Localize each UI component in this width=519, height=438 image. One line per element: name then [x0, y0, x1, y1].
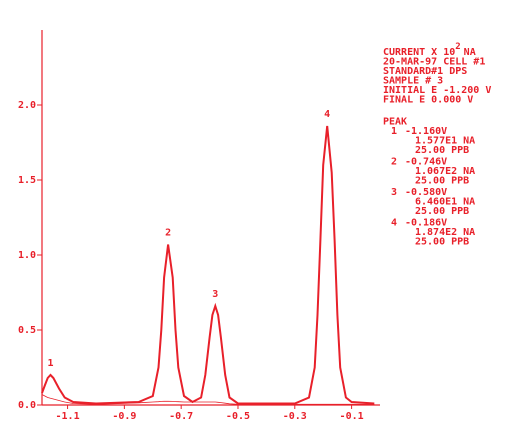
peak-potential: -1.160V — [405, 126, 447, 137]
x-tick-label: -0.5 — [226, 411, 250, 422]
y-tick-label: 1.0 — [18, 250, 36, 261]
peak-conc: 25.00 PPB — [415, 175, 469, 186]
peak-conc: 25.00 PPB — [415, 206, 469, 217]
peak-label: 2 — [165, 228, 171, 239]
peak-label: 1 — [48, 358, 54, 369]
current-unit: NA — [464, 47, 476, 58]
y-tick-label: 2.0 — [18, 100, 36, 111]
header-line: CURRENT X 102 NA — [383, 42, 476, 59]
peak-heading: PEAK — [383, 116, 407, 127]
x-tick-label: -0.3 — [283, 411, 307, 422]
x-tick-label: -1.1 — [56, 411, 80, 422]
y-tick-label: 1.5 — [18, 175, 36, 186]
peak-number: 2 — [391, 156, 397, 167]
header-line: SAMPLE # 3 — [383, 76, 443, 87]
peak-potential: -0.746V — [405, 156, 447, 167]
peak-current: 1.067E2 NA — [415, 166, 475, 177]
peak-conc: 25.00 PPB — [415, 236, 469, 247]
y-tick-label: 0.5 — [18, 325, 36, 336]
peak-potential: -0.580V — [405, 187, 447, 198]
header-line: FINAL E 0.000 V — [383, 95, 473, 106]
peak-number: 3 — [391, 187, 397, 198]
peak-number: 4 — [391, 217, 397, 228]
current-label: CURRENT X 10 — [383, 47, 455, 58]
peak-number: 1 — [391, 126, 397, 137]
peak-conc: 25.00 PPB — [415, 145, 469, 156]
header-line: 20-MAR-97 CELL #1 — [383, 57, 485, 68]
x-tick-label: -0.1 — [340, 411, 364, 422]
x-tick-label: -0.9 — [112, 411, 136, 422]
header-line: STANDARD#1 DPS — [383, 66, 467, 77]
current-exponent: 2 — [455, 42, 460, 52]
peak-current: 1.874E2 NA — [415, 227, 475, 238]
curve — [41, 394, 375, 405]
peak-current: 6.460E1 NA — [415, 196, 475, 207]
curve — [41, 125, 375, 405]
peak-current: 1.577E1 NA — [415, 135, 475, 146]
peak-potential: -0.186V — [405, 217, 447, 228]
y-tick-label: 0.0 — [18, 400, 36, 411]
header-line: INITIAL E -1.200 V — [383, 85, 491, 96]
peak-label: 3 — [212, 289, 218, 300]
peak-label: 4 — [324, 109, 330, 120]
x-tick-label: -0.7 — [169, 411, 193, 422]
